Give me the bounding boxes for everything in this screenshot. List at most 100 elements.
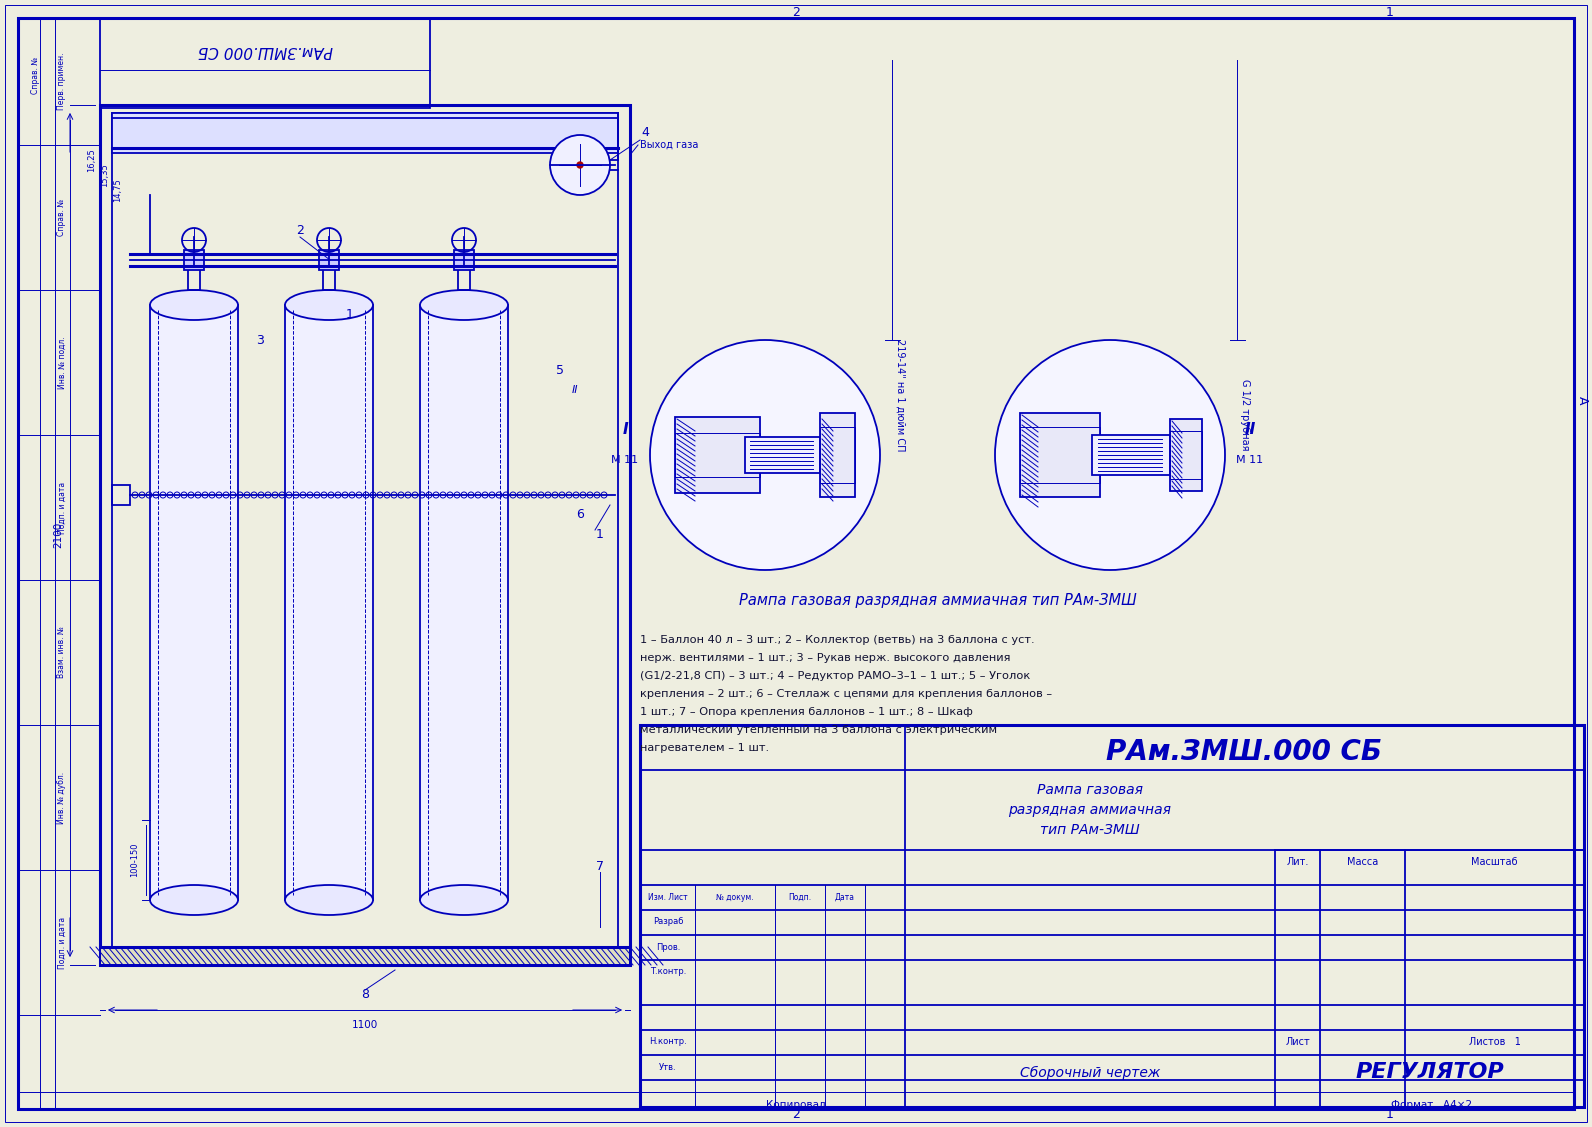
Bar	[420, 305, 508, 900]
Text: Подп. и дата: Подп. и дата	[57, 916, 67, 968]
Text: 2: 2	[793, 6, 799, 18]
Text: металлический утепленный на 3 баллона с электрическим: металлический утепленный на 3 баллона с …	[640, 725, 997, 735]
Text: 3: 3	[256, 334, 264, 346]
Text: 15,35: 15,35	[100, 163, 110, 187]
Bar	[420, 305, 508, 900]
Text: 1: 1	[595, 529, 603, 541]
Text: Разраб: Разраб	[653, 917, 683, 926]
Text: Дата: Дата	[834, 893, 855, 902]
Text: Сборочный чертеж: Сборочный чертеж	[1020, 1065, 1161, 1080]
Text: 2: 2	[793, 1109, 799, 1121]
Bar	[1020, 427, 1100, 483]
Text: 1 – Баллон 40 л – 3 шт.; 2 – Коллектор (ветвь) на 3 баллона с уст.: 1 – Баллон 40 л – 3 шт.; 2 – Коллектор (…	[640, 635, 1035, 645]
Text: Утв.: Утв.	[659, 1063, 677, 1072]
Text: М 11: М 11	[611, 455, 638, 465]
Text: Лист: Лист	[1285, 1037, 1310, 1047]
Circle shape	[549, 135, 610, 195]
Text: 8: 8	[361, 988, 369, 1002]
Text: Пров.: Пров.	[656, 942, 680, 951]
Bar	[640, 725, 1584, 1107]
Bar	[318, 250, 339, 270]
Text: Справ. №: Справ. №	[30, 56, 40, 94]
Ellipse shape	[285, 290, 373, 320]
Bar	[285, 305, 373, 900]
Text: 7: 7	[595, 861, 603, 873]
Ellipse shape	[285, 885, 373, 915]
Text: РЕГУЛЯТОР: РЕГУЛЯТОР	[1355, 1063, 1504, 1083]
Text: РАм.ЗМШ.000 СБ: РАм.ЗМШ.000 СБ	[197, 43, 333, 57]
Text: Выход газа: Выход газа	[640, 140, 699, 150]
Text: Рампа газовая разрядная аммиачная тип РАм-ЗМШ: Рампа газовая разрядная аммиачная тип РА…	[739, 593, 1137, 607]
Text: 2100: 2100	[53, 522, 64, 548]
Bar	[285, 305, 373, 900]
Text: № докум.: № докум.	[716, 893, 755, 902]
Text: G 1/2 трубная: G 1/2 трубная	[1240, 380, 1250, 451]
Text: 14,75: 14,75	[113, 178, 123, 202]
Bar	[1020, 412, 1100, 497]
Text: РАм.ЗМШ.000 СБ: РАм.ЗМШ.000 СБ	[1106, 738, 1382, 766]
Text: нерж. вентилями – 1 шт.; 3 – Рукав нерж. высокого давления: нерж. вентилями – 1 шт.; 3 – Рукав нерж.…	[640, 653, 1011, 663]
Text: I: I	[622, 423, 627, 437]
Bar	[185, 250, 204, 270]
Circle shape	[576, 162, 583, 168]
Text: 1: 1	[1387, 1109, 1395, 1121]
Bar	[111, 485, 131, 505]
Ellipse shape	[420, 290, 508, 320]
Text: Н.контр.: Н.контр.	[650, 1038, 686, 1047]
Text: Перв. примен.: Перв. примен.	[57, 53, 67, 110]
Text: 100-150: 100-150	[131, 843, 140, 877]
Text: II: II	[572, 385, 578, 394]
Text: Формат   А4×2: Формат А4×2	[1391, 1100, 1473, 1110]
Bar	[100, 947, 630, 965]
Bar	[100, 105, 630, 965]
Bar	[675, 417, 759, 492]
Text: Подп.: Подп.	[788, 893, 812, 902]
Bar	[745, 437, 820, 473]
Text: Взам. инв. №: Взам. инв. №	[57, 627, 67, 678]
Text: 5: 5	[556, 364, 564, 376]
Bar	[100, 947, 630, 965]
Text: Масштаб: Масштаб	[1471, 857, 1517, 867]
Text: Изм. Лист: Изм. Лист	[648, 893, 688, 902]
Bar	[111, 113, 618, 965]
Text: Рампа газовая
разрядная аммиачная
тип РАм-ЗМШ: Рампа газовая разрядная аммиачная тип РА…	[1008, 783, 1172, 836]
Bar	[820, 427, 855, 483]
Text: A: A	[1576, 396, 1589, 405]
Text: 6: 6	[576, 508, 584, 522]
Bar	[454, 250, 474, 270]
Text: Инв. № подл.: Инв. № подл.	[57, 336, 67, 389]
Text: 4: 4	[642, 126, 650, 140]
Bar	[1170, 419, 1202, 491]
Bar	[100, 947, 630, 965]
Text: нагревателем – 1 шт.: нагревателем – 1 шт.	[640, 743, 769, 753]
Text: Т.контр.: Т.контр.	[650, 967, 686, 976]
Ellipse shape	[150, 290, 237, 320]
Text: Инв. № дубл.: Инв. № дубл.	[57, 772, 67, 824]
Text: Масса: Масса	[1347, 857, 1379, 867]
Ellipse shape	[150, 885, 237, 915]
Bar	[111, 113, 618, 153]
Text: Справ. №: Справ. №	[57, 199, 67, 236]
Text: (G1/2-21,8 СП) – 3 шт.; 4 – Редуктор РАМО–3–1 – 1 шт.; 5 – Уголок: (G1/2-21,8 СП) – 3 шт.; 4 – Редуктор РАМ…	[640, 671, 1030, 681]
Text: 219-14" на 1 дюйм СП: 219-14" на 1 дюйм СП	[895, 339, 904, 451]
Text: Листов   1: Листов 1	[1468, 1037, 1520, 1047]
Text: 16,25: 16,25	[88, 148, 97, 172]
Text: 2: 2	[296, 223, 304, 237]
Ellipse shape	[420, 885, 508, 915]
Text: Лит.: Лит.	[1286, 857, 1309, 867]
Circle shape	[995, 340, 1224, 570]
Text: 1: 1	[345, 309, 353, 321]
Bar	[150, 305, 237, 900]
Text: М 11: М 11	[1237, 455, 1264, 465]
Bar	[100, 18, 430, 108]
Text: 1: 1	[1387, 6, 1395, 18]
Circle shape	[650, 340, 880, 570]
Text: 1 шт.; 7 – Опора крепления баллонов – 1 шт.; 8 – Шкаф: 1 шт.; 7 – Опора крепления баллонов – 1 …	[640, 707, 973, 717]
Bar	[1170, 431, 1202, 479]
Bar	[675, 433, 759, 477]
Text: крепления – 2 шт.; 6 – Стеллаж с цепями для крепления баллонов –: крепления – 2 шт.; 6 – Стеллаж с цепями …	[640, 689, 1052, 699]
Bar	[150, 305, 237, 900]
Bar	[1092, 435, 1170, 474]
Text: Копировал: Копировал	[766, 1100, 826, 1110]
Text: Подп. и дата: Подп. и дата	[57, 481, 67, 533]
